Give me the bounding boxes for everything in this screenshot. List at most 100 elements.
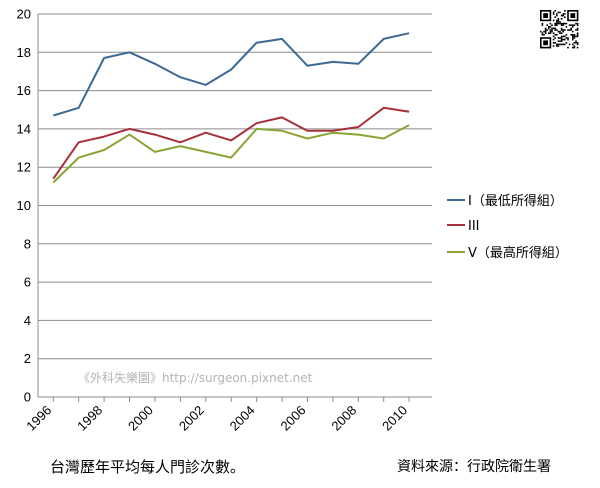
qr-module: [567, 37, 569, 39]
qr-module: [570, 34, 572, 36]
series-line: [52, 124, 410, 184]
qr-module: [557, 43, 560, 46]
qr-module: [575, 40, 577, 42]
qr-module: [572, 24, 574, 26]
qr-module: [552, 11, 555, 14]
y-tick-label: 10: [17, 198, 31, 213]
qr-module: [564, 38, 566, 41]
qr-module: [556, 21, 558, 23]
qr-module: [573, 24, 576, 26]
qr-module: [570, 24, 572, 26]
qr-module: [573, 37, 576, 39]
qr-module: [556, 13, 558, 15]
x-tick-label: 2004: [227, 403, 258, 434]
qr-module: [565, 37, 568, 39]
qr-module: [560, 40, 563, 42]
qr-module: [568, 24, 571, 26]
gridlines: [38, 13, 432, 360]
qr-module: [557, 22, 560, 25]
x-tick-label: 2002: [176, 403, 207, 434]
qr-module: [562, 24, 564, 26]
qr-module: [554, 16, 556, 18]
qr-module: [552, 42, 555, 44]
qr-module: [564, 29, 566, 31]
qr-module: [564, 10, 566, 12]
legend-label: I（最低所得組）: [468, 193, 563, 209]
qr-module: [564, 16, 566, 18]
qr-module: [552, 27, 555, 30]
qr-module: [565, 26, 568, 28]
qr-module: [556, 14, 558, 17]
y-tick-label: 20: [17, 7, 31, 22]
qr-module: [556, 34, 558, 36]
qr-module: [562, 43, 564, 46]
qr-module: [575, 42, 577, 44]
qr-module: [557, 18, 560, 20]
qr-module: [559, 43, 561, 46]
qr-finder-core: [543, 13, 548, 18]
qr-module: [549, 22, 552, 25]
y-tick-label: 4: [24, 313, 31, 328]
qr-module: [560, 24, 563, 26]
qr-module: [557, 30, 560, 33]
watermark-text: 《外科失樂園》http://surgeon.pixnet.net: [78, 370, 313, 385]
qr-module: [551, 24, 553, 26]
qr-module: [567, 29, 569, 31]
qr-module: [562, 35, 564, 38]
qr-module: [554, 37, 556, 39]
qr-module: [572, 38, 574, 41]
axes: [37, 14, 432, 402]
qr-module: [562, 22, 564, 25]
qr-module: [557, 45, 560, 47]
qr-module: [560, 37, 563, 39]
qr-module: [546, 29, 548, 31]
qr-module: [576, 35, 579, 38]
qr-module: [567, 46, 569, 49]
qr-module: [556, 22, 558, 25]
qr-module: [572, 37, 574, 39]
qr-module: [557, 21, 560, 23]
qr-module: [565, 34, 568, 36]
qr-finder-core: [543, 40, 548, 46]
qr-module: [548, 26, 550, 28]
y-tick-label: 16: [17, 83, 31, 98]
x-tick-label: 2008: [328, 403, 359, 434]
qr-module: [552, 38, 555, 41]
qr-module: [576, 27, 579, 30]
qr-module: [560, 27, 563, 30]
qr-module: [541, 34, 544, 36]
qr-module: [552, 13, 555, 15]
qr-module: [554, 24, 556, 26]
qr-module: [559, 40, 561, 42]
qr-module: [557, 40, 560, 42]
qr-module: [556, 43, 558, 46]
qr-module: [575, 22, 577, 25]
qr-module: [554, 34, 556, 36]
qr-module: [572, 26, 574, 28]
x-tick-label: 2010: [379, 403, 410, 434]
qr-module: [551, 30, 553, 33]
qr-module: [543, 30, 545, 33]
qr-module: [560, 18, 563, 20]
qr-module: [560, 14, 563, 17]
qr-module: [560, 22, 563, 25]
x-tick-label: 1996: [23, 403, 54, 434]
qr-module: [546, 24, 548, 26]
qr-finder-core: [570, 13, 576, 18]
y-tick-labels: 0 2 4 6 8 10 12 14 16 18 20: [17, 7, 31, 405]
qr-module: [565, 42, 568, 44]
qr-module: [575, 29, 577, 31]
qr-module: [552, 45, 555, 47]
qr-module: [576, 24, 579, 26]
qr-module: [564, 43, 566, 46]
qr-module: [572, 34, 574, 36]
qr-module: [554, 22, 556, 25]
qr-module: [554, 42, 556, 44]
qr-module: [559, 37, 561, 39]
chart-caption: 台灣歷年平均每人門診次數。: [50, 458, 246, 476]
qr-module: [554, 27, 556, 30]
qr-module: [562, 38, 564, 41]
qr-module: [540, 30, 542, 33]
qr-module: [575, 35, 577, 38]
